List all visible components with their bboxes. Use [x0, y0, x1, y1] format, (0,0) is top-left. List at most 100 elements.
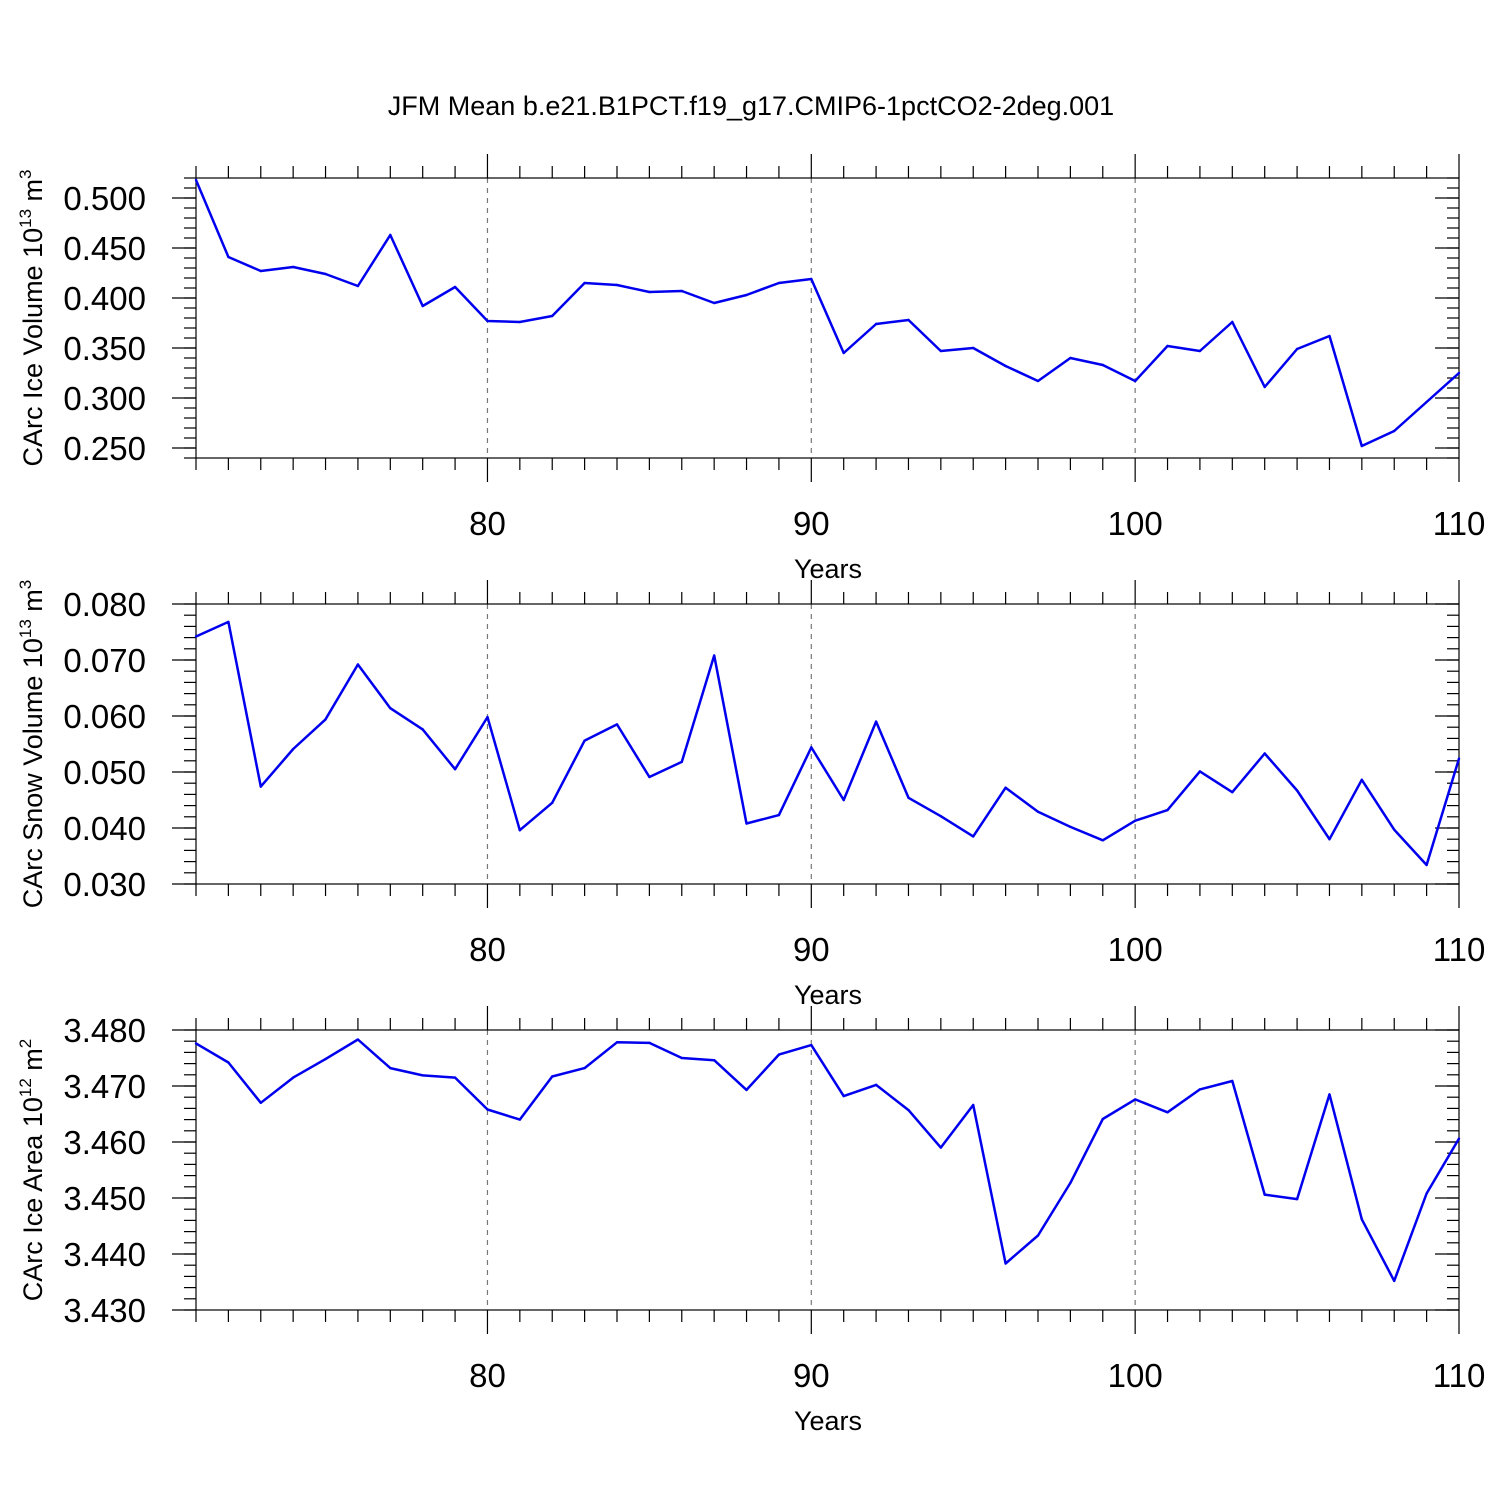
- y-tick-label: 0.060: [63, 698, 146, 735]
- data-point: [1425, 400, 1428, 404]
- data-point: [227, 255, 230, 259]
- data-point: [1295, 789, 1299, 792]
- data-point: [615, 283, 619, 287]
- y-tick-label: 3.430: [63, 1292, 146, 1329]
- data-point: [1004, 786, 1007, 789]
- data-point: [356, 663, 360, 666]
- data-point: [1036, 1234, 1040, 1237]
- data-point: [389, 1066, 392, 1070]
- data-point: [745, 822, 748, 825]
- data-point: [1360, 444, 1364, 448]
- data-point: [1328, 334, 1331, 338]
- data-point: [810, 277, 813, 281]
- data-point: [680, 760, 683, 764]
- data-point: [1295, 347, 1299, 351]
- data-point: [842, 351, 845, 355]
- data-point: [324, 1057, 327, 1061]
- data-point: [939, 1146, 943, 1149]
- y-tick-label: 3.450: [63, 1180, 146, 1217]
- data-point: [1328, 838, 1331, 841]
- y-tick-label: 0.030: [63, 866, 146, 903]
- y-tick-label: 0.070: [63, 642, 146, 679]
- data-point: [1101, 363, 1104, 367]
- data-point: [1101, 1117, 1104, 1121]
- data-point: [939, 815, 943, 818]
- data-point: [1166, 1111, 1169, 1114]
- data-point: [1069, 1181, 1072, 1185]
- data-point: [615, 723, 619, 726]
- data-point: [648, 1041, 651, 1045]
- data-point: [680, 1056, 683, 1060]
- data-point: [810, 746, 813, 749]
- data-point: [648, 775, 651, 779]
- data-point: [356, 1038, 360, 1041]
- series-line: [195, 1038, 1461, 1283]
- data-point: [712, 1059, 716, 1062]
- data-point: [518, 1118, 522, 1121]
- data-point: [712, 654, 716, 657]
- data-point: [356, 284, 360, 288]
- data-point: [1295, 1197, 1299, 1201]
- data-point: [1457, 757, 1461, 760]
- y-tick-label: 0.050: [63, 754, 146, 791]
- x-tick-label: 100: [1108, 1357, 1163, 1394]
- data-point: [1166, 808, 1169, 812]
- y-tick-label: 0.250: [63, 430, 146, 467]
- data-point: [745, 1088, 748, 1092]
- data-point: [259, 269, 262, 273]
- data-point: [972, 1103, 975, 1107]
- plot-frame: [195, 603, 1460, 885]
- data-point: [1036, 810, 1040, 813]
- data-point: [907, 796, 910, 799]
- data-point: [583, 739, 586, 742]
- data-point: [324, 272, 327, 276]
- data-point: [324, 718, 327, 721]
- data-point: [1360, 1218, 1364, 1221]
- y-tick-label: 0.400: [63, 280, 146, 317]
- y-tick-label: 3.440: [63, 1236, 146, 1273]
- y-tick-label: 3.470: [63, 1068, 146, 1105]
- data-point: [1036, 379, 1040, 383]
- data-point: [453, 285, 457, 289]
- data-point: [1198, 349, 1202, 353]
- panel-2: 0.030 0.040 0.050 0.060 0.070 0.080 80 90 100 110…: [16, 580, 1485, 1010]
- data-point: [842, 798, 845, 802]
- data-point: [227, 620, 230, 624]
- data-point: [1425, 1192, 1428, 1195]
- series-line: [194, 179, 1460, 448]
- data-point: [907, 318, 910, 322]
- data-point: [1360, 778, 1364, 782]
- data-point: [907, 1108, 910, 1112]
- x-axis-label: Years: [794, 980, 862, 1010]
- x-tick-label: 80: [469, 931, 506, 968]
- y-axis-label: CArc Ice Volume 1013 m3: [16, 169, 48, 466]
- data-point: [518, 320, 522, 324]
- data-point: [421, 304, 424, 308]
- data-point: [1133, 379, 1137, 383]
- x-tick-label: 90: [793, 505, 830, 542]
- figure-title: JFM Mean b.e21.B1PCT.f19_g17.CMIP6-1pctC…: [388, 91, 1114, 121]
- y-axis-label: CArc Snow Volume 1013 m3: [16, 580, 48, 909]
- data-point: [583, 1066, 586, 1070]
- data-point: [486, 319, 489, 323]
- data-point: [389, 233, 392, 237]
- y-tick-label: 3.460: [63, 1124, 146, 1161]
- data-point: [486, 1108, 489, 1111]
- data-point: [842, 1094, 845, 1098]
- data-point: [1425, 863, 1428, 867]
- x-axis-label: Years: [794, 1406, 862, 1436]
- x-tick-label: 110: [1433, 931, 1486, 968]
- plot-frame: [195, 1029, 1460, 1311]
- data-point: [1393, 1279, 1396, 1283]
- data-point: [227, 1061, 230, 1064]
- data-point: [583, 281, 586, 285]
- data-point: [972, 346, 975, 350]
- data-point: [1166, 344, 1169, 348]
- data-point: [291, 747, 295, 751]
- data-point: [259, 785, 262, 788]
- data-point: [874, 720, 878, 723]
- data-point: [680, 289, 683, 293]
- data-point: [874, 1083, 878, 1087]
- data-point: [259, 1101, 262, 1105]
